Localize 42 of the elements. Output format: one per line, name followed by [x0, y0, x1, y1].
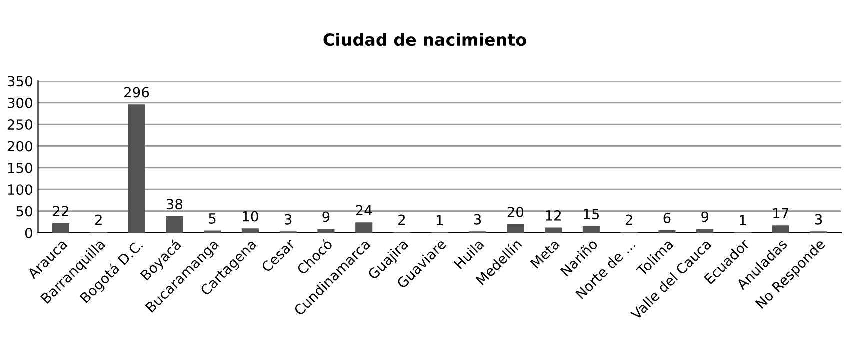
y-tick-label: 0: [25, 228, 32, 238]
bar: [545, 228, 562, 233]
data-label: 2: [398, 214, 406, 226]
bar: [52, 223, 70, 233]
data-label: 20: [508, 206, 524, 218]
bar: [356, 222, 373, 233]
data-label: 38: [166, 199, 183, 210]
data-label: 2: [95, 214, 102, 226]
data-label: 24: [356, 205, 372, 216]
y-tick-label: 200: [8, 141, 32, 152]
y-tick-label: 100: [8, 184, 32, 196]
y-tick-label: 50: [16, 206, 32, 217]
data-label: 5: [209, 214, 216, 224]
data-label: 12: [546, 210, 561, 221]
bar: [242, 228, 259, 233]
bar: [582, 226, 600, 233]
y-tick-label: 300: [8, 98, 32, 108]
bar: [658, 230, 676, 233]
data-label: 9: [322, 212, 330, 222]
chart-title: Ciudad de nacimiento: [324, 33, 526, 46]
data-label: 296: [124, 87, 150, 98]
data-label: 2: [626, 214, 632, 226]
data-label: 3: [284, 214, 292, 225]
bar: [772, 226, 790, 233]
data-label: 6: [664, 213, 671, 224]
data-label: 17: [774, 208, 789, 219]
data-label: 10: [243, 211, 258, 222]
bar: [318, 229, 335, 233]
data-label: 15: [584, 209, 600, 220]
bar: [507, 224, 524, 233]
y-tick-label: 150: [8, 162, 32, 174]
data-label: 1: [740, 215, 746, 226]
bar: [166, 216, 184, 233]
data-label: 22: [53, 206, 68, 216]
data-label: 3: [815, 214, 822, 225]
y-tick-label: 350: [8, 76, 32, 87]
bar: [696, 229, 714, 233]
data-label: 1: [436, 215, 444, 226]
data-label: 9: [702, 212, 709, 222]
y-tick-label: 250: [8, 120, 32, 130]
bar: [128, 104, 146, 233]
data-label: 3: [474, 214, 482, 225]
